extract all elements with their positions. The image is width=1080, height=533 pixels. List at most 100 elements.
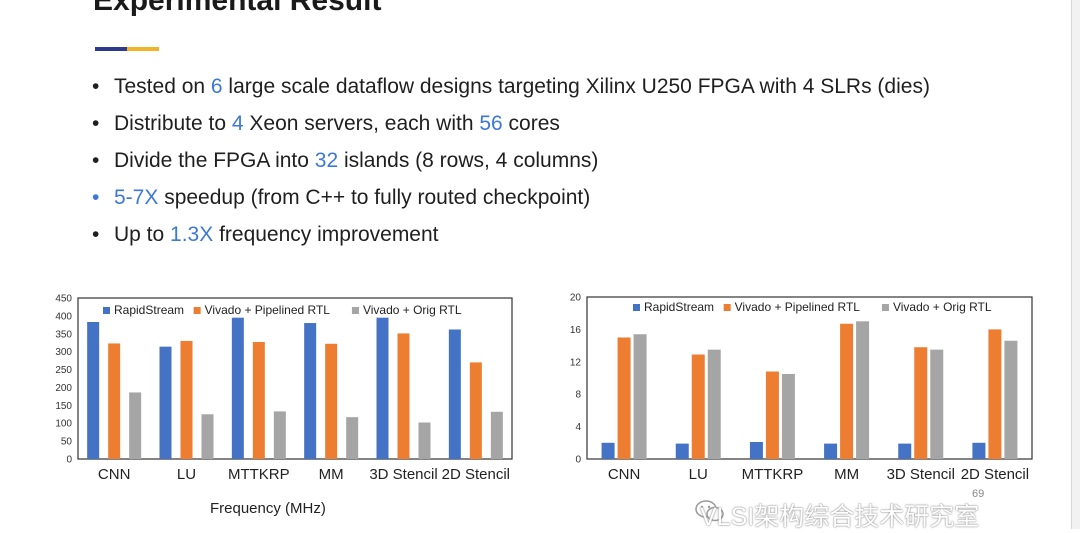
x-category-label: MM <box>834 466 859 483</box>
x-category-label: MM <box>319 466 344 483</box>
bar-vivado-pipelined-rtl <box>765 371 779 459</box>
x-category-label: 2D Stencil <box>442 466 510 483</box>
bar-vivado-orig-rtl <box>273 411 286 459</box>
accent-bar-left <box>95 47 127 51</box>
highlight-number: 6 <box>210 75 223 98</box>
bar-vivado-pipelined-rtl <box>691 354 705 459</box>
y-tick-label: 8 <box>575 390 581 401</box>
bar-rapidstream <box>675 443 689 459</box>
y-tick-label: 350 <box>55 329 72 340</box>
bar-rapidstream <box>159 346 172 459</box>
y-tick-label: 200 <box>55 383 72 394</box>
x-category-label: 3D Stencil <box>887 466 955 483</box>
bullet-text: frequency improvement <box>213 223 439 246</box>
bullet-dot: • <box>92 186 100 209</box>
bar-vivado-orig-rtl <box>1004 340 1018 459</box>
y-tick-label: 12 <box>570 357 582 368</box>
legend-label: RapidStream <box>644 300 714 314</box>
bullet-dot: • <box>92 223 100 246</box>
bar-vivado-orig-rtl <box>418 422 431 459</box>
bar-rapidstream <box>448 329 461 459</box>
y-tick-label: 150 <box>55 401 72 412</box>
bar-vivado-pipelined-rtl <box>252 342 265 459</box>
bullet-text: islands (8 rows, 4 columns) <box>338 149 599 172</box>
bullet-text: Xeon servers, each with <box>243 112 480 135</box>
bullet-text: large scale dataflow designs targeting X… <box>222 75 930 98</box>
accent-bar-right <box>127 47 159 51</box>
x-category-label: 3D Stencil <box>369 466 437 483</box>
bar-rapidstream <box>601 442 615 459</box>
x-category-label: CNN <box>98 466 130 483</box>
bullet-text: speedup (from C++ to fully routed checkp… <box>158 186 591 209</box>
bar-rapidstream <box>376 317 389 459</box>
y-tick-label: 100 <box>55 419 72 430</box>
plot-frame <box>77 297 513 460</box>
y-tick-label: 400 <box>55 311 72 322</box>
y-tick-label: 20 <box>570 293 582 304</box>
bar-vivado-orig-rtl <box>781 373 795 459</box>
bullet-text: Tested on <box>114 75 211 98</box>
bar-vivado-orig-rtl <box>490 411 503 459</box>
y-tick-label: 450 <box>55 294 72 305</box>
watermark-text: VLSI架构综合技术研究室 <box>700 503 980 531</box>
frequency-axis-label: Frequency (MHz) <box>210 500 326 517</box>
legend-swatch <box>193 307 201 314</box>
y-tick-label: 0 <box>66 455 72 466</box>
bar-vivado-orig-rtl <box>201 414 214 459</box>
legend-label: Vivado + Pipelined RTL <box>735 300 861 314</box>
bar-vivado-pipelined-rtl <box>988 329 1002 459</box>
bar-rapidstream <box>87 321 100 459</box>
bar-rapidstream <box>749 441 763 459</box>
x-category-label: LU <box>177 466 196 483</box>
slide-title: Experimental Result <box>93 0 382 17</box>
bullet-item: • 5-7X speedup (from C++ to fully routed … <box>92 184 992 212</box>
x-category-label: 2D Stencil <box>961 466 1029 483</box>
x-category-label: LU <box>689 466 708 483</box>
bar-vivado-pipelined-rtl <box>325 343 338 459</box>
bar-vivado-orig-rtl <box>707 349 721 459</box>
bar-vivado-pipelined-rtl <box>397 333 410 459</box>
bar-vivado-pipelined-rtl <box>108 343 121 459</box>
legend-swatch <box>881 304 889 311</box>
runtime-bar-chart: 0 4 8 12 16 20 RapidStream Vivado + Pipelined R… <box>570 293 1033 483</box>
legend-swatch <box>351 307 359 314</box>
y-tick-label: 250 <box>55 365 72 376</box>
y-tick-label: 300 <box>55 347 72 358</box>
y-tick-label: 0 <box>575 455 581 466</box>
bullet-item: • Up to 1.3X frequency improvement <box>92 221 992 249</box>
bullet-dot: • <box>92 112 100 135</box>
legend-swatch <box>723 304 731 311</box>
bar-vivado-pipelined-rtl <box>469 362 482 459</box>
page-number: 69 <box>972 488 985 500</box>
legend-label: Vivado + Orig RTL <box>363 303 462 317</box>
bar-vivado-orig-rtl <box>346 417 359 459</box>
highlight-number: 56 <box>479 112 503 135</box>
highlight-number: 1.3X <box>170 223 214 246</box>
y-tick-label: 16 <box>570 325 582 336</box>
bullet-item: • Divide the FPGA into 32 islands (8 rows… <box>92 147 992 175</box>
bullet-text: Up to <box>114 223 171 246</box>
highlight-number: 5-7X <box>114 186 159 209</box>
legend-swatch <box>633 304 640 311</box>
x-category-label: MTTKRP <box>228 466 290 483</box>
title-accent-bar <box>95 47 159 51</box>
bullet-text: cores <box>502 112 560 135</box>
legend-swatch <box>103 307 110 314</box>
bar-vivado-orig-rtl <box>856 321 870 459</box>
legend-label: Vivado + Orig RTL <box>893 300 992 314</box>
bullet-dot: • <box>92 149 100 172</box>
bar-vivado-pipelined-rtl <box>914 347 928 459</box>
bullet-text: Divide the FPGA into <box>114 149 315 172</box>
legend-label: RapidStream <box>114 303 184 317</box>
bullet-dot: • <box>92 75 100 98</box>
bar-rapidstream <box>898 443 912 459</box>
bullet-text: Distribute to <box>114 112 232 135</box>
bar-rapidstream <box>304 323 317 459</box>
bar-vivado-orig-rtl <box>930 349 944 459</box>
bar-rapidstream <box>231 317 244 459</box>
plot-frame <box>586 296 1033 460</box>
wechat-icon <box>695 500 724 522</box>
highlight-number: 4 <box>231 112 244 135</box>
y-tick-label: 50 <box>61 437 73 448</box>
y-tick-label: 4 <box>575 422 581 433</box>
